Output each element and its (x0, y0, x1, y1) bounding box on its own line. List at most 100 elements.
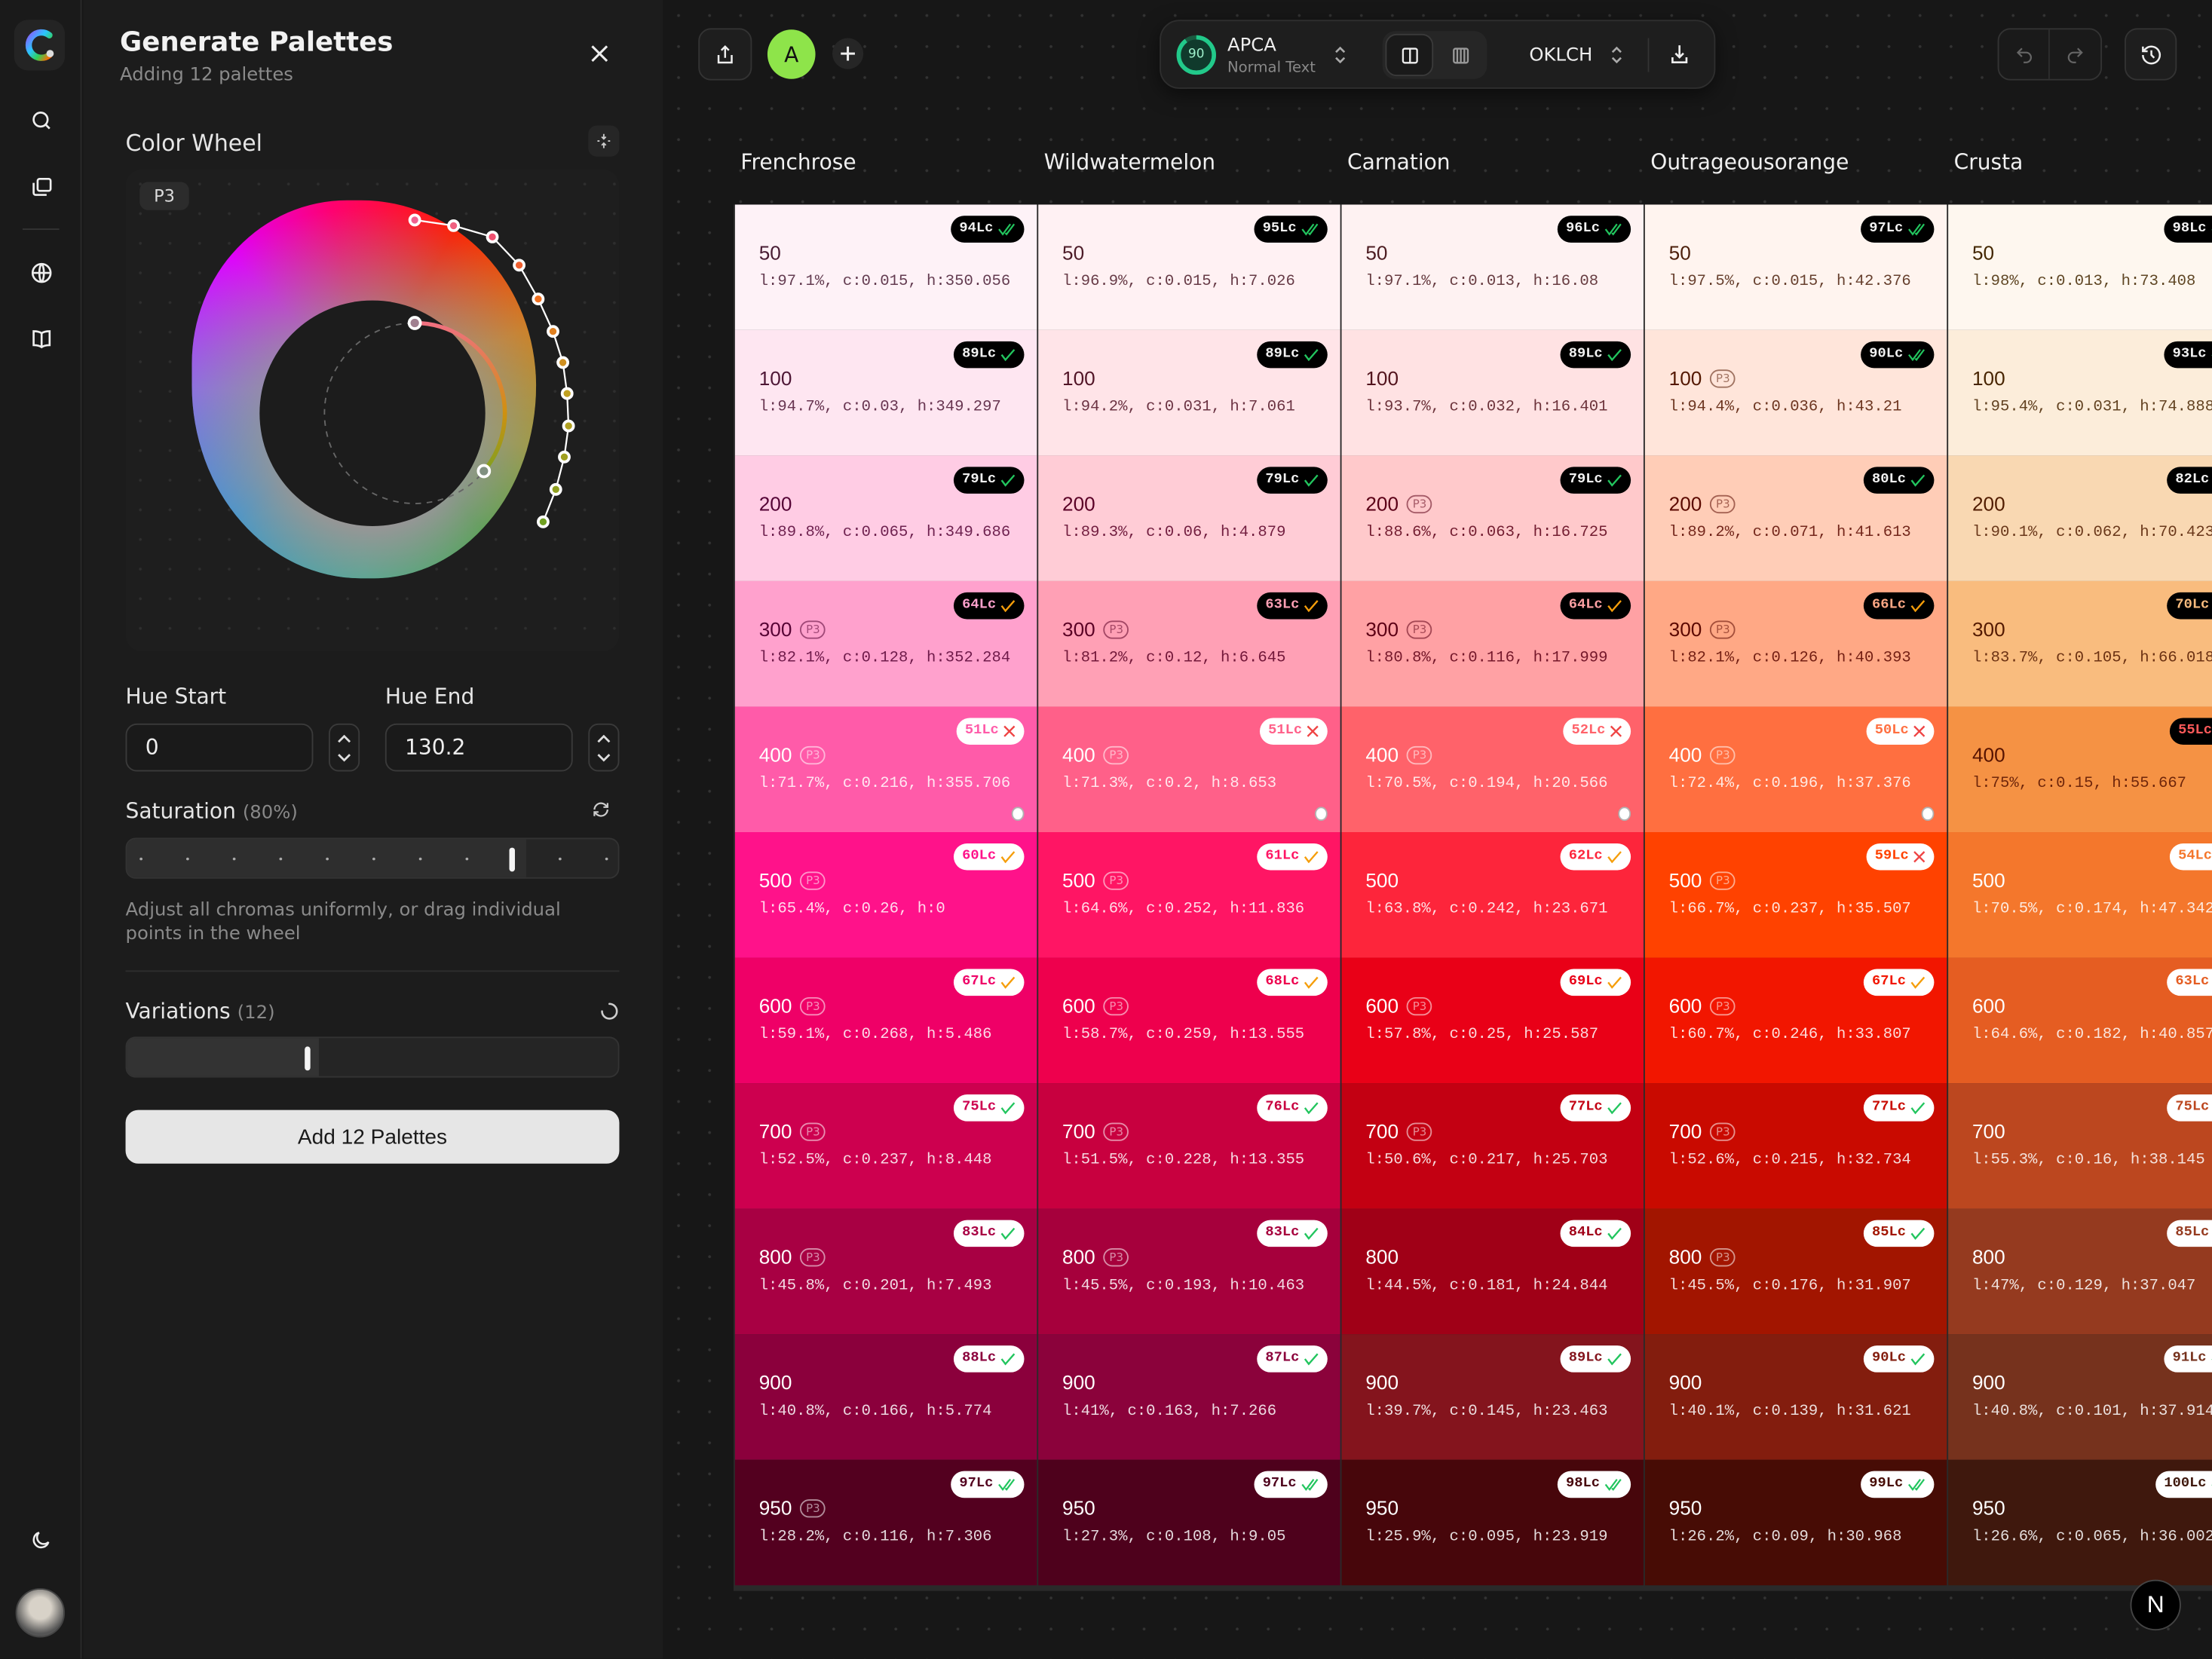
view-grid-button[interactable] (1436, 34, 1484, 76)
color-swatch[interactable]: 700 P3 l:51.5%, c:0.228, h:13.355 76Lc (1038, 1083, 1340, 1209)
chevron-down-icon[interactable] (597, 752, 611, 761)
color-swatch[interactable]: 900 l:39.7%, c:0.145, h:23.463 89Lc (1341, 1334, 1644, 1460)
color-swatch[interactable]: 500 l:70.5%, c:0.174, h:47.342 54Lc (1948, 832, 2212, 958)
color-swatch[interactable]: 50 l:96.9%, c:0.015, h:7.026 95Lc (1038, 204, 1340, 330)
saturation-slider[interactable] (125, 837, 620, 879)
color-swatch[interactable]: 500 P3 l:64.6%, c:0.252, h:11.836 61Lc (1038, 832, 1340, 958)
search-button[interactable] (24, 103, 58, 137)
saturation-thumb[interactable] (509, 847, 515, 872)
next-devtools-button[interactable]: N (2130, 1579, 2181, 1631)
color-swatch[interactable]: 50 l:97.1%, c:0.015, h:350.056 94Lc (734, 204, 1037, 330)
chevron-down-icon[interactable] (337, 752, 351, 761)
color-swatch[interactable]: 300 l:83.7%, c:0.105, h:66.018 70Lc (1948, 580, 2212, 707)
selected-indicator[interactable] (1314, 807, 1328, 822)
view-columns-button[interactable] (1385, 33, 1434, 77)
palette-name[interactable]: Frenchrose (740, 149, 856, 176)
chevron-up-icon[interactable] (337, 733, 351, 742)
palette-name[interactable]: Outrageousorange (1650, 149, 1849, 176)
palette-point[interactable] (486, 230, 499, 243)
selected-indicator[interactable] (1618, 807, 1631, 822)
color-swatch[interactable]: 800 P3 l:45.5%, c:0.193, h:10.463 83Lc (1038, 1208, 1340, 1335)
color-swatch[interactable]: 100 l:94.7%, c:0.03, h:349.297 89Lc (734, 329, 1037, 456)
docs-button[interactable] (24, 322, 58, 356)
undo-button[interactable] (1999, 29, 2050, 79)
user-avatar[interactable] (15, 1587, 66, 1638)
collapse-wheel-button[interactable] (588, 125, 620, 157)
palette-name[interactable]: Crusta (1953, 149, 2024, 176)
palette-point[interactable] (560, 387, 574, 400)
color-swatch[interactable]: 500 P3 l:65.4%, c:0.26, h:0 60Lc (734, 832, 1037, 958)
color-swatch[interactable]: 700 P3 l:52.6%, c:0.215, h:32.734 77Lc (1644, 1083, 1947, 1209)
hue-end-handle[interactable] (476, 464, 492, 479)
color-swatch[interactable]: 700 P3 l:50.6%, c:0.217, h:25.703 77Lc (1341, 1083, 1644, 1209)
color-swatch[interactable]: 200 l:89.3%, c:0.06, h:4.879 79Lc (1038, 455, 1340, 581)
color-swatch[interactable]: 900 l:40.1%, c:0.139, h:31.621 90Lc (1644, 1334, 1947, 1460)
color-swatch[interactable]: 950 P3 l:28.2%, c:0.116, h:7.306 97Lc (734, 1459, 1037, 1586)
color-swatch[interactable]: 900 l:40.8%, c:0.166, h:5.774 88Lc (734, 1334, 1037, 1460)
variations-thumb[interactable] (305, 1046, 311, 1071)
color-swatch[interactable]: 950 l:25.9%, c:0.095, h:23.919 98Lc (1341, 1459, 1644, 1586)
selected-indicator[interactable] (1921, 807, 1935, 822)
palette-name[interactable]: Carnation (1347, 149, 1451, 176)
color-wheel[interactable]: P3 (125, 169, 620, 652)
color-swatch[interactable]: 100 l:93.7%, c:0.032, h:16.401 89Lc (1341, 329, 1644, 456)
color-swatch[interactable]: 300 P3 l:82.1%, c:0.126, h:40.393 66Lc (1644, 580, 1947, 707)
color-swatch[interactable]: 100 l:94.2%, c:0.031, h:7.061 89Lc (1038, 329, 1340, 456)
add-palettes-button[interactable]: Add 12 Palettes (125, 1110, 620, 1164)
close-button[interactable] (587, 41, 612, 72)
palette-point[interactable] (556, 356, 570, 369)
theme-toggle[interactable] (24, 1523, 58, 1557)
palette-point[interactable] (532, 292, 545, 306)
color-swatch[interactable]: 200 P3 l:89.2%, c:0.071, h:41.613 80Lc (1644, 455, 1947, 581)
color-swatch[interactable]: 50 l:98%, c:0.013, h:73.408 98Lc (1948, 204, 2212, 330)
color-swatch[interactable]: 300 P3 l:82.1%, c:0.128, h:352.284 64Lc (734, 580, 1037, 707)
palette-point[interactable] (547, 325, 559, 338)
share-button[interactable] (698, 28, 752, 81)
palette-point[interactable] (562, 419, 575, 433)
palette-point[interactable] (408, 213, 421, 227)
color-swatch[interactable]: 950 l:26.6%, c:0.065, h:36.002 100Lc (1948, 1459, 2212, 1586)
color-swatch[interactable]: 600 P3 l:57.8%, c:0.25, h:25.587 69Lc (1341, 957, 1644, 1084)
color-swatch[interactable]: 200 l:90.1%, c:0.062, h:70.423 82Lc (1948, 455, 2212, 581)
color-swatch[interactable]: 300 P3 l:81.2%, c:0.12, h:6.645 63Lc (1038, 580, 1340, 707)
contrast-select-chevron[interactable] (1333, 44, 1347, 72)
collaborator-avatar[interactable]: A (767, 29, 816, 79)
chevron-up-icon[interactable] (597, 733, 611, 742)
color-swatch[interactable]: 100 P3 l:94.4%, c:0.036, h:43.21 90Lc (1644, 329, 1947, 456)
palette-point[interactable] (558, 450, 571, 464)
color-swatch[interactable]: 400 l:75%, c:0.15, h:55.667 55Lc (1948, 706, 2212, 833)
color-swatch[interactable]: 500 P3 l:66.7%, c:0.237, h:35.507 59Lc (1644, 832, 1947, 958)
color-swatch[interactable]: 600 P3 l:59.1%, c:0.268, h:5.486 67Lc (734, 957, 1037, 1084)
color-swatch[interactable]: 400 P3 l:71.7%, c:0.216, h:355.706 51Lc (734, 706, 1037, 833)
color-swatch[interactable]: 900 l:40.8%, c:0.101, h:37.914 91Lc (1948, 1334, 2212, 1460)
selected-indicator[interactable] (1011, 807, 1025, 822)
color-swatch[interactable]: 200 P3 l:88.6%, c:0.063, h:16.725 79Lc (1341, 455, 1644, 581)
color-swatch[interactable]: 950 l:27.3%, c:0.108, h:9.05 97Lc (1038, 1459, 1340, 1586)
palette-point[interactable] (513, 259, 526, 272)
color-swatch[interactable]: 600 P3 l:58.7%, c:0.259, h:13.555 68Lc (1038, 957, 1340, 1084)
palette-point[interactable] (549, 482, 562, 496)
color-swatch[interactable]: 50 l:97.1%, c:0.013, h:16.08 96Lc (1341, 204, 1644, 330)
color-swatch[interactable]: 900 l:41%, c:0.163, h:7.266 87Lc (1038, 1334, 1340, 1460)
color-space-chevron[interactable] (1610, 44, 1624, 72)
hue-start-input[interactable]: 0 (125, 723, 314, 772)
color-swatch[interactable]: 600 l:64.6%, c:0.182, h:40.857 63Lc (1948, 957, 2212, 1084)
color-swatch[interactable]: 800 l:47%, c:0.129, h:37.047 85Lc (1948, 1208, 2212, 1335)
color-swatch[interactable]: 700 P3 l:52.5%, c:0.237, h:8.448 75Lc (734, 1083, 1037, 1209)
color-swatch[interactable]: 200 l:89.8%, c:0.065, h:349.686 79Lc (734, 455, 1037, 581)
color-swatch[interactable]: 950 l:26.2%, c:0.09, h:30.968 99Lc (1644, 1459, 1947, 1586)
color-swatch[interactable]: 50 l:97.5%, c:0.015, h:42.376 97Lc (1644, 204, 1947, 330)
variations-slider[interactable] (125, 1036, 620, 1078)
color-swatch[interactable]: 100 l:95.4%, c:0.031, h:74.888 93Lc (1948, 329, 2212, 456)
history-button[interactable] (2125, 28, 2177, 81)
color-swatch[interactable]: 300 P3 l:80.8%, c:0.116, h:17.999 64Lc (1341, 580, 1644, 707)
color-swatch[interactable]: 700 l:55.3%, c:0.16, h:38.145 75Lc (1948, 1083, 2212, 1209)
export-button[interactable] (1668, 42, 1692, 72)
hue-start-handle[interactable] (407, 316, 422, 330)
palette-name[interactable]: Wildwatermelon (1043, 149, 1216, 176)
color-swatch[interactable]: 400 P3 l:72.4%, c:0.196, h:37.376 50Lc (1644, 706, 1947, 833)
color-swatch[interactable]: 600 P3 l:60.7%, c:0.246, h:33.807 67Lc (1644, 957, 1947, 1084)
palette-point[interactable] (536, 515, 550, 528)
globe-button[interactable] (24, 256, 58, 289)
color-space-select[interactable]: OKLCH (1529, 44, 1593, 66)
